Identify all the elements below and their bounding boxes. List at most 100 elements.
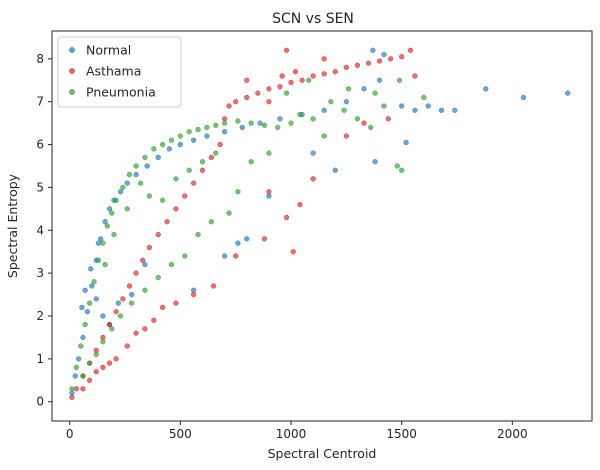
data-point: [283, 47, 290, 53]
data-point: [155, 154, 161, 161]
data-point: [381, 51, 387, 58]
data-point: [343, 133, 349, 139]
data-point: [100, 364, 106, 371]
data-point: [412, 107, 418, 113]
data-point: [244, 236, 250, 242]
data-point: [425, 103, 431, 109]
data-point: [365, 60, 372, 66]
data-point: [69, 386, 75, 392]
data-point: [361, 86, 367, 92]
data-point: [106, 321, 113, 328]
data-point: [266, 150, 272, 156]
legend-marker: [69, 68, 75, 74]
data-point: [106, 206, 113, 212]
data-point: [166, 146, 172, 152]
data-point: [321, 56, 327, 62]
data-point: [248, 120, 254, 126]
data-point: [146, 193, 153, 199]
data-point: [115, 300, 122, 306]
data-point: [186, 129, 192, 135]
data-point: [266, 86, 272, 92]
data-point: [244, 94, 250, 101]
data-point: [248, 159, 254, 165]
data-point: [299, 77, 305, 83]
x-tick-label: 2000: [497, 427, 528, 441]
data-point: [95, 257, 102, 263]
data-point: [117, 189, 124, 195]
data-point: [86, 377, 93, 383]
data-point: [421, 94, 427, 101]
data-point: [385, 116, 392, 122]
data-point: [142, 261, 148, 268]
data-point: [277, 84, 283, 90]
data-point: [155, 231, 161, 238]
data-point: [343, 99, 349, 105]
data-point: [80, 373, 86, 379]
y-tick-label: 8: [36, 52, 44, 66]
data-point: [109, 210, 115, 216]
data-point: [93, 351, 99, 358]
data-point: [126, 283, 133, 289]
series-asthama: [69, 47, 418, 401]
data-point: [297, 111, 303, 118]
data-point: [213, 150, 219, 156]
series-normal: [69, 47, 571, 396]
data-point: [168, 261, 175, 268]
data-point: [199, 159, 206, 165]
data-point: [221, 120, 228, 126]
data-point: [100, 339, 106, 345]
data-point: [255, 90, 261, 96]
data-point: [93, 369, 99, 375]
data-point: [126, 171, 133, 178]
data-point: [79, 304, 85, 311]
data-point: [279, 73, 285, 79]
data-point: [133, 270, 139, 276]
data-point: [182, 193, 188, 199]
data-point: [91, 279, 97, 285]
data-point: [82, 287, 88, 293]
legend-label: Pneumonia: [86, 85, 156, 100]
data-point: [95, 240, 102, 246]
data-point: [332, 167, 338, 173]
data-point: [394, 163, 400, 169]
data-point: [73, 386, 79, 392]
data-point: [210, 283, 217, 289]
data-point: [113, 356, 119, 362]
data-point: [168, 137, 175, 143]
data-point: [266, 99, 272, 105]
data-point: [173, 206, 179, 212]
data-point: [190, 180, 197, 186]
data-point: [204, 124, 210, 131]
data-point: [124, 180, 130, 186]
data-point: [106, 360, 113, 366]
data-point: [310, 73, 316, 79]
data-point: [520, 94, 527, 101]
data-point: [160, 141, 166, 148]
data-point: [403, 139, 409, 146]
data-point: [226, 210, 232, 216]
y-tick-label: 5: [36, 180, 44, 194]
data-point: [381, 103, 387, 109]
data-point: [266, 189, 272, 195]
data-point: [208, 219, 214, 225]
data-point: [438, 107, 445, 113]
y-tick-label: 2: [36, 309, 44, 323]
data-point: [144, 163, 150, 169]
data-point: [292, 69, 299, 75]
data-point: [261, 236, 268, 242]
x-tick-label: 0: [66, 427, 74, 441]
y-tick-label: 4: [36, 223, 44, 237]
data-point: [343, 64, 349, 71]
data-point: [235, 118, 241, 124]
data-point: [89, 283, 95, 289]
data-point: [102, 219, 108, 225]
data-point: [195, 231, 201, 238]
data-point: [102, 261, 108, 268]
data-point: [407, 47, 414, 53]
data-point: [73, 364, 79, 371]
legend-label: Asthama: [86, 64, 141, 79]
data-point: [86, 300, 93, 306]
data-point: [199, 167, 206, 173]
data-point: [452, 107, 458, 113]
